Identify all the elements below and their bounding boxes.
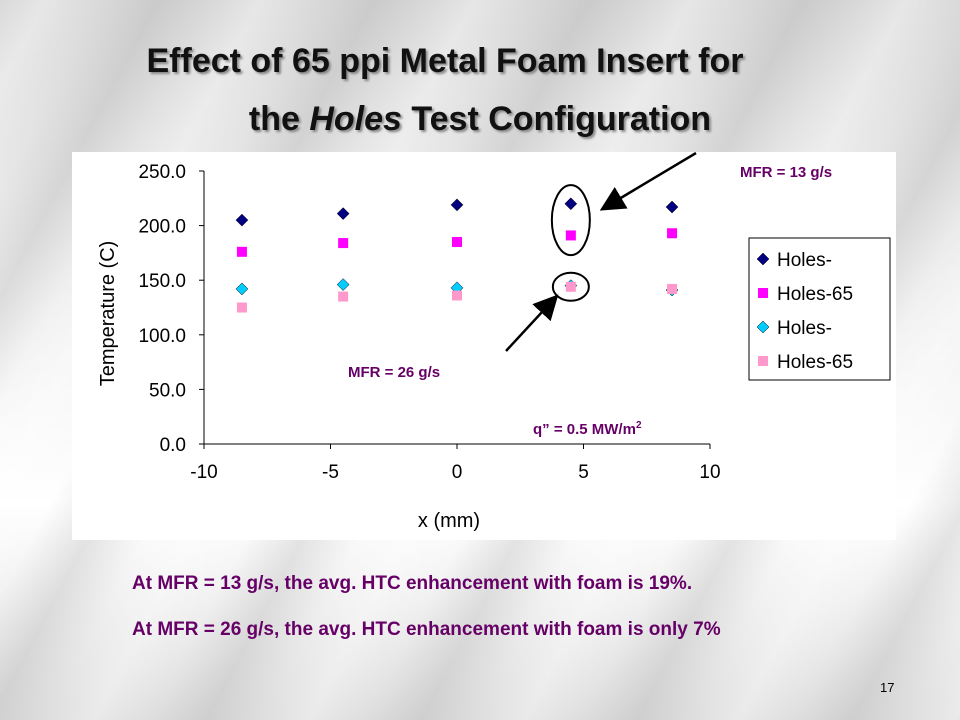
y-axis-label: Temperature (C) <box>97 241 119 387</box>
series-1-points <box>235 197 679 227</box>
title-line-1: Effect of 65 ppi Metal Foam Insert for <box>146 42 744 80</box>
data-point <box>235 213 249 227</box>
title-line-2-start: the <box>248 100 310 138</box>
legend-label: Holes-65 <box>777 352 853 373</box>
data-point <box>338 238 349 249</box>
legend-label: Holes- <box>777 318 832 339</box>
legend-box <box>748 237 891 381</box>
legend-marker <box>756 320 770 334</box>
page-number: 17 <box>880 680 895 695</box>
legend-marker <box>758 356 768 366</box>
legend-label: Holes- <box>777 250 832 271</box>
legend-marker <box>756 252 770 266</box>
y-tick-label: 100.0 <box>138 326 186 347</box>
note-mfr-26: At MFR = 26 g/s, the avg. HTC enhancemen… <box>132 619 721 640</box>
y-tick-label: 150.0 <box>138 271 186 292</box>
y-tick-label: 250.0 <box>138 162 186 183</box>
legend-label: Holes-65 <box>777 284 853 305</box>
annotation-heat-flux: q” = 0.5 MW/m2 <box>533 420 642 438</box>
note-mfr-13: At MFR = 13 g/s, the avg. HTC enhancemen… <box>132 573 693 594</box>
y-tick-label: 50.0 <box>149 380 186 401</box>
data-point <box>336 207 350 220</box>
data-point <box>336 278 350 291</box>
data-point <box>450 198 464 212</box>
data-point <box>565 230 576 241</box>
title-italic-word: Holes <box>309 100 402 138</box>
arrow-mfr13 <box>599 151 697 211</box>
title-line-2: the Holes Test Configuration <box>249 100 711 138</box>
data-point <box>565 281 576 292</box>
x-axis-label: x (mm) <box>418 510 480 532</box>
chart-panel: 0.0 50.0 100.0 150.0 200.0 250.0 -10 -5 0 5 10 x (m… <box>72 151 896 540</box>
x-tick-label: 10 <box>699 462 720 483</box>
x-tick-label: -10 <box>190 462 217 483</box>
data-point <box>667 228 678 239</box>
data-point <box>452 290 462 301</box>
title-line-2-end: Test Configuration <box>401 100 712 138</box>
data-point <box>235 282 249 296</box>
highlight-ellipse-mfr26 <box>551 271 590 302</box>
legend-marker <box>758 288 768 298</box>
series-2-points <box>236 228 678 257</box>
data-point <box>236 246 247 257</box>
y-tick-label: 0.0 <box>160 435 186 456</box>
x-tick-label: 0 <box>452 462 463 483</box>
data-point <box>452 236 462 247</box>
arrow-mfr26 <box>505 294 559 352</box>
data-point <box>564 197 578 211</box>
annotation-mfr13: MFR = 13 g/s <box>740 164 832 181</box>
slide-title: Effect of 65 ppi Metal Foam Insert for t… <box>0 32 960 148</box>
data-point <box>667 283 678 294</box>
data-point <box>338 291 349 302</box>
x-tick-label: 5 <box>578 462 589 483</box>
data-point <box>665 200 679 214</box>
series-4-points <box>236 281 678 313</box>
x-tick-label: -5 <box>322 462 339 483</box>
y-tick-label: 200.0 <box>138 217 186 238</box>
highlight-ellipse-mfr13 <box>550 184 591 257</box>
annotation-mfr26: MFR = 26 g/s <box>348 364 440 381</box>
temperature-chart: 0.0 50.0 100.0 150.0 200.0 250.0 -10 -5 0 5 10 x (m… <box>97 151 891 532</box>
data-point <box>236 302 247 313</box>
